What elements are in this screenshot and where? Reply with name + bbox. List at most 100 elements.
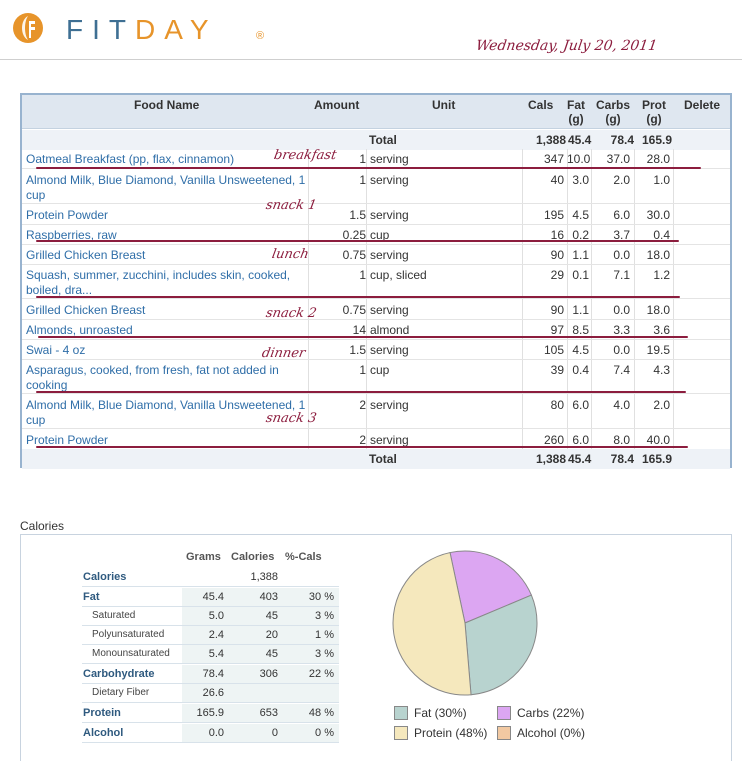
nutrient-row-shade: [182, 665, 339, 684]
food-log-table: Food Name Amount Unit Cals Fat (g) Carbs(…: [20, 93, 732, 469]
unit-value: serving: [370, 303, 409, 317]
note-breakfast: breakfast: [272, 148, 338, 163]
carbs-value: 37.0: [606, 152, 630, 166]
fat-value: 1.1: [572, 303, 589, 317]
food-name-link[interactable]: Grilled Chicken Breast: [26, 303, 146, 317]
fitday-logo-text[interactable]: FITDAY: [66, 14, 218, 46]
nutrient-label: Protein: [83, 707, 121, 719]
cals-value: 105: [543, 343, 564, 357]
unit-value: serving: [370, 152, 409, 166]
food-row: Almonds, unroasted 14 almond 97 8.5 3.3 3.6: [22, 320, 730, 340]
prot-value: 3.6: [653, 323, 670, 337]
food-name-link[interactable]: Oatmeal Breakfast (pp, flax, cinnamon): [26, 152, 235, 166]
food-name-link[interactable]: Almond Milk, Blue Diamond, Vanilla Unswe…: [26, 398, 306, 427]
prot-value: 18.0: [646, 248, 670, 262]
nutrient-label: Calories: [83, 571, 127, 583]
col-fat[interactable]: Fat (g): [567, 98, 585, 126]
prot-value: 1.0: [653, 173, 670, 187]
nutrient-grams: 78.4: [202, 668, 224, 680]
cals-value: 195: [543, 208, 564, 222]
food-row: Swai - 4 oz 1.5 serving 105 4.5 0.0 19.5: [22, 340, 730, 360]
col-prot[interactable]: Prot (g): [642, 98, 666, 126]
prot-value: 19.5: [646, 343, 670, 357]
total-label: Total: [369, 133, 397, 147]
nutrient-grams: 0.0: [208, 727, 224, 739]
nutrient-row: Dietary Fiber 26.6: [82, 684, 339, 703]
nutrient-calories: 45: [265, 610, 278, 622]
food-name-link[interactable]: Almonds, unroasted: [26, 323, 133, 337]
meal-divider-line: [38, 336, 688, 338]
total-cals: 1,388: [535, 452, 566, 466]
nutrient-grams: 45.4: [202, 591, 224, 603]
nutrient-label: Polyunsaturated: [92, 629, 165, 640]
col-divider: [567, 149, 568, 449]
col-divider: [673, 149, 674, 449]
nutrient-label: Monounsaturated: [92, 648, 170, 659]
nutrient-calories: 1,388: [250, 571, 278, 583]
col-divider: [634, 149, 635, 449]
food-name-link[interactable]: Squash, summer, zucchini, includes skin,…: [26, 268, 291, 297]
food-name-link[interactable]: Swai - 4 oz: [26, 343, 86, 357]
col-divider: [591, 149, 592, 449]
amount-value: 2: [359, 398, 366, 412]
carbs-value: 8.0: [613, 433, 630, 447]
col-unit[interactable]: Unit: [432, 98, 456, 112]
legend-label-protein: Protein (48%): [414, 726, 488, 740]
prot-value: 0.4: [653, 228, 670, 242]
nutrient-calories: 20: [265, 629, 278, 641]
carbs-value: 7.1: [613, 268, 630, 282]
legend-swatch-fat: [394, 706, 408, 720]
food-name-link[interactable]: Protein Powder: [26, 433, 109, 447]
col-fat-unit: (g): [568, 112, 584, 126]
col-cals[interactable]: Cals: [528, 98, 554, 112]
meal-divider-line: [36, 296, 680, 298]
nutrient-calories: 45: [265, 648, 278, 660]
food-name-link[interactable]: Grilled Chicken Breast: [26, 248, 146, 262]
col-carbs[interactable]: Carbs (g): [596, 98, 630, 126]
meal-divider-line: [36, 446, 688, 448]
cals-value: 90: [550, 303, 564, 317]
fitday-logo-icon[interactable]: [12, 12, 44, 44]
calories-pie-chart: [392, 550, 538, 696]
fat-value: 0.4: [572, 363, 589, 377]
nutrient-pct: 48 %: [308, 707, 334, 719]
prot-value: 4.3: [653, 363, 670, 377]
food-name-link[interactable]: Protein Powder: [26, 208, 109, 222]
nutrient-row: Saturated 5.0 45 3 %: [82, 607, 339, 626]
prot-value: 40.0: [646, 433, 670, 447]
amount-value: 14: [352, 323, 366, 337]
col-prot-unit: (g): [646, 112, 662, 126]
col-food-name[interactable]: Food Name: [134, 98, 200, 112]
cals-value: 40: [550, 173, 564, 187]
header-pct-cals: %-Cals: [285, 551, 322, 563]
registered-mark: ®: [256, 30, 265, 42]
prot-value: 2.0: [653, 398, 670, 412]
col-divider: [308, 149, 309, 449]
fat-value: 3.0: [572, 173, 589, 187]
handwritten-date: Wednesday, July 20, 2011: [474, 38, 659, 54]
food-row: Oatmeal Breakfast (pp, flax, cinnamon) 1 s…: [22, 149, 730, 169]
cals-value: 39: [550, 363, 564, 377]
nutrient-row-shade: [182, 724, 339, 743]
logo-day: DAY: [135, 14, 218, 45]
total-cals: 1,388: [535, 133, 566, 147]
nutrient-row-shade: [182, 684, 339, 703]
col-amount[interactable]: Amount: [314, 98, 360, 112]
amount-value: 1: [359, 152, 366, 166]
note-snack-1: snack 1: [264, 198, 318, 213]
col-prot-label: Prot: [642, 98, 666, 112]
food-name-link[interactable]: Asparagus, cooked, from fresh, fat not a…: [26, 363, 279, 392]
nutrient-grams: 165.9: [196, 707, 224, 719]
col-carbs-unit: (g): [605, 112, 621, 126]
fat-value: 0.2: [572, 228, 589, 242]
site-header: FITDAY ® Wednesday, July 20, 2011: [0, 0, 742, 60]
amount-value: 1: [359, 173, 366, 187]
pie-slice-protein: [392, 551, 472, 696]
food-name-link[interactable]: Almond Milk, Blue Diamond, Vanilla Unswe…: [26, 173, 306, 202]
table-header: Food Name Amount Unit Cals Fat (g) Carbs(…: [22, 95, 730, 129]
nutrient-grams: 2.4: [208, 629, 224, 641]
prot-value: 1.2: [653, 268, 670, 282]
note-snack-2: snack 2: [264, 306, 318, 321]
food-name-link[interactable]: Raspberries, raw: [26, 228, 117, 242]
food-row: Protein Powder 1.5 serving 195 4.5 6.0 30.0: [22, 205, 730, 225]
